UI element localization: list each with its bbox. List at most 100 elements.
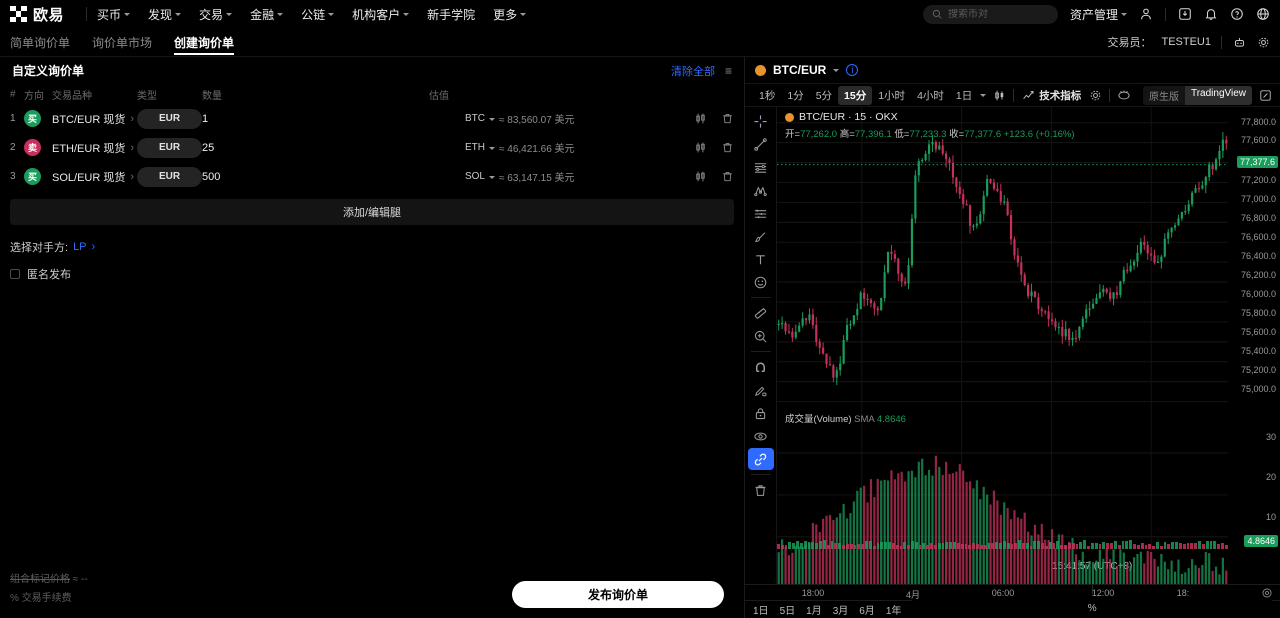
brand-logo[interactable]: 欧易 (10, 4, 64, 25)
ruler-icon[interactable] (748, 302, 774, 324)
quantity-input[interactable] (202, 170, 429, 183)
type-pill[interactable]: EUR (137, 137, 202, 158)
indicators-label[interactable]: 技术指标 (1039, 89, 1082, 102)
nav-item-buy[interactable]: 买币 (97, 6, 131, 23)
snapshot-icon[interactable] (1117, 88, 1131, 102)
trash-icon[interactable] (748, 479, 774, 501)
gear-icon[interactable] (1088, 88, 1102, 102)
mode-native-option[interactable]: 原生版 (1148, 91, 1179, 103)
timeframe-15m[interactable]: 15分 (838, 85, 873, 105)
chevron-down-icon[interactable] (980, 93, 987, 97)
lock-icon[interactable] (748, 402, 774, 424)
pattern-icon[interactable] (748, 202, 774, 224)
row-side[interactable]: 买 (24, 110, 52, 127)
fullscreen-icon[interactable] (1258, 88, 1272, 102)
nav-item-chain[interactable]: 公链 (301, 6, 335, 23)
horizontal-lines-icon[interactable] (748, 156, 774, 178)
timeframe-5m[interactable]: 5分 (815, 89, 833, 102)
nav-item-more[interactable]: 更多 (493, 6, 527, 23)
indicator-icon[interactable] (1021, 88, 1035, 102)
delete-icon[interactable] (720, 170, 734, 184)
row-symbol[interactable]: BTC/EUR 现货 › (52, 111, 137, 127)
tab-simple-rfq[interactable]: 简单询价单 (10, 35, 71, 50)
crosshair-icon[interactable] (748, 110, 774, 132)
candlestick-icon[interactable] (693, 170, 707, 184)
nav-item-academy[interactable]: 新手学院 (427, 6, 475, 23)
price-plot[interactable]: BTC/EUR · 15 · OKX 开=77,262.0 高=77,396.1… (777, 107, 1228, 584)
mode-tradingview-option[interactable]: TradingView (1184, 85, 1252, 105)
delete-icon[interactable] (720, 141, 734, 155)
candlestick-icon[interactable] (693, 141, 707, 155)
type-pill[interactable]: EUR (137, 166, 202, 187)
row-type[interactable]: EUR (137, 108, 202, 129)
percent-toggle[interactable]: % (1087, 603, 1097, 614)
help-icon[interactable] (1230, 7, 1244, 21)
robot-icon[interactable] (1232, 35, 1246, 49)
emoji-icon[interactable] (748, 271, 774, 293)
range-6mo[interactable]: 6月 (859, 606, 875, 617)
nav-item-trade[interactable]: 交易 (199, 6, 233, 23)
globe-icon[interactable] (1256, 7, 1270, 21)
nav-item-discover[interactable]: 发现 (148, 6, 182, 23)
counterparty-selector[interactable]: 选择对手方: LP › (10, 239, 734, 255)
link-icon[interactable] (747, 448, 774, 470)
quantity-input[interactable] (202, 141, 429, 154)
unit-selector[interactable]: BTC (429, 113, 499, 124)
unit-selector[interactable]: SOL (429, 171, 499, 182)
quantity-input[interactable] (202, 112, 429, 125)
eye-icon[interactable] (748, 425, 774, 447)
type-pill[interactable]: EUR (137, 108, 202, 129)
tab-create-rfq[interactable]: 创建询价单 (174, 28, 235, 57)
range-1mo[interactable]: 1月 (806, 606, 822, 617)
zoom-icon[interactable] (748, 325, 774, 347)
search-box[interactable] (922, 4, 1058, 24)
row-type[interactable]: EUR (137, 137, 202, 158)
pencil-lock-icon[interactable] (748, 379, 774, 401)
row-type[interactable]: EUR (137, 166, 202, 187)
delete-icon[interactable] (720, 112, 734, 126)
timeframe-1s[interactable]: 1秒 (759, 89, 776, 102)
range-1d[interactable]: 1日 (753, 606, 769, 617)
download-icon[interactable] (1178, 7, 1192, 21)
row-symbol[interactable]: ETH/EUR 现货 › (52, 140, 137, 156)
timeframe-1h[interactable]: 1小时 (878, 89, 906, 102)
nav-item-finance[interactable]: 金融 (250, 6, 284, 23)
timeframe-1d[interactable]: 1日 (955, 89, 973, 102)
pitchfork-icon[interactable] (748, 179, 774, 201)
chevron-down-icon[interactable] (833, 69, 840, 72)
tab-rfq-market[interactable]: 询价单市场 (92, 35, 153, 50)
unit-selector[interactable]: ETH (429, 142, 499, 153)
range-1y[interactable]: 1年 (885, 606, 902, 617)
text-icon[interactable] (748, 248, 774, 270)
clear-all-button[interactable]: 清除全部 (670, 65, 715, 78)
time-axis[interactable]: 18:00 4月 06:00 12:00 18: (745, 584, 1280, 600)
anonymous-checkbox[interactable] (10, 269, 20, 279)
brush-icon[interactable] (748, 225, 774, 247)
gear-icon[interactable] (1256, 35, 1270, 49)
row-symbol[interactable]: SOL/EUR 现货 › (52, 169, 137, 185)
bell-icon[interactable] (1204, 7, 1218, 21)
nav-item-institutional[interactable]: 机构客户 (352, 6, 410, 23)
row-side[interactable]: 卖 (24, 139, 52, 156)
user-icon[interactable] (1139, 7, 1153, 21)
row-side[interactable]: 买 (24, 168, 52, 185)
timeframe-1m[interactable]: 1分 (787, 89, 804, 102)
row-quantity[interactable] (202, 166, 429, 188)
info-icon[interactable]: i (846, 64, 859, 76)
anonymous-publish-row[interactable]: 匿名发布 (10, 266, 734, 282)
range-3mo[interactable]: 3月 (832, 606, 849, 617)
range-5d[interactable]: 5日 (779, 606, 796, 617)
panel-grip-icon[interactable]: ≡ (724, 63, 732, 78)
time-settings-icon[interactable] (1260, 586, 1274, 600)
add-edit-leg-button[interactable]: 添加/编辑腿 (10, 199, 734, 225)
magnet-icon[interactable] (748, 356, 774, 378)
row-quantity[interactable] (202, 137, 429, 159)
trendline-icon[interactable] (748, 133, 774, 155)
candlestick-icon[interactable] (693, 112, 707, 126)
row-quantity[interactable] (202, 108, 429, 130)
publish-rfq-button[interactable]: 发布询价单 (512, 581, 724, 608)
chart-pair-label[interactable]: BTC/EUR (773, 63, 827, 77)
timeframe-4h[interactable]: 4小时 (917, 89, 944, 102)
assets-menu[interactable]: 资产管理 (1070, 6, 1127, 23)
search-input[interactable] (947, 8, 1050, 20)
